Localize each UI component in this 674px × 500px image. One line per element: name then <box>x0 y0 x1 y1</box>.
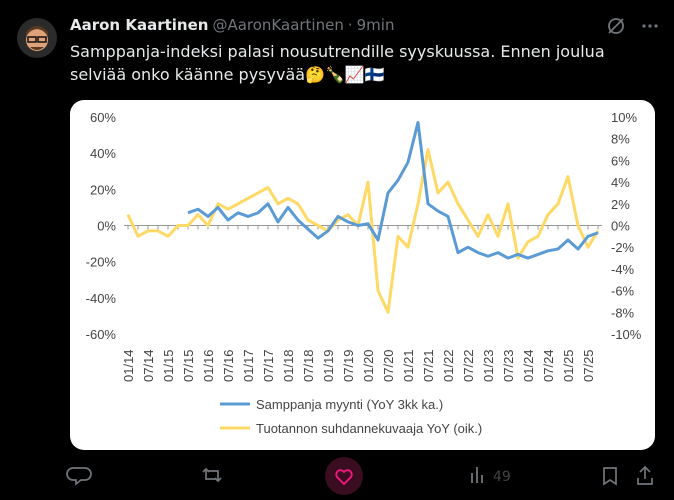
legend-label: Samppanja myynti (YoY 3kk ka.) <box>256 397 443 412</box>
separator: · <box>347 16 353 34</box>
x-tick-label: 07/16 <box>221 349 236 382</box>
x-tick-label: 01/23 <box>481 349 496 382</box>
y-tick-label: -20% <box>86 255 117 270</box>
action-bar: 49 <box>66 457 653 495</box>
tweet-text: Samppanja-indeksi palasi nousutrendille … <box>70 42 605 84</box>
x-tick-label: 01/18 <box>281 349 296 382</box>
like-icon[interactable] <box>335 469 353 486</box>
y2-tick-label: 6% <box>611 153 630 168</box>
x-tick-label: 01/19 <box>321 349 336 382</box>
author: Aaron Kaartinen @AaronKaartinen · 9min <box>70 16 394 34</box>
x-tick-label: 07/15 <box>181 349 196 382</box>
line-series <box>187 120 599 260</box>
y2-tick-label: 4% <box>611 175 630 190</box>
x-tick-label: 01/20 <box>361 349 376 382</box>
x-tick-label: 01/21 <box>401 349 416 382</box>
handle[interactable]: @AaronKaartinen <box>212 16 344 34</box>
x-tick-label: 01/14 <box>121 349 136 382</box>
time: 9min <box>356 16 395 34</box>
x-tick-label: 07/24 <box>541 349 556 382</box>
x-tick-label: 01/25 <box>561 349 576 382</box>
x-tick-label: 01/17 <box>241 349 256 382</box>
x-tick-label: 01/22 <box>441 349 456 382</box>
x-tick-label: 07/18 <box>301 349 316 382</box>
legend-label: Tuotannon suhdannekuvaaja YoY (oik.) <box>256 421 482 436</box>
y2-tick-label: -2% <box>611 240 635 255</box>
x-tick-label: 07/21 <box>421 349 436 382</box>
y2-tick-label: -10% <box>611 327 642 342</box>
y2-tick-label: -6% <box>611 284 635 299</box>
y-tick-label: 40% <box>90 146 116 161</box>
y-tick-label: -60% <box>86 327 117 342</box>
x-tick-label: 01/24 <box>521 349 536 382</box>
x-tick-label: 07/20 <box>381 349 396 382</box>
y2-tick-label: -4% <box>611 262 635 277</box>
chart: -60% -40% -20% 0% 20% 40% 60% -10% -8% -6% -4% -2% 0… <box>86 110 642 436</box>
x-tick-label: 07/25 <box>581 349 596 382</box>
x-tick-label: 07/19 <box>341 349 356 382</box>
bookmark-icon[interactable] <box>603 467 617 486</box>
x-tick-label: 07/14 <box>141 349 156 382</box>
grok-icon[interactable] <box>606 16 626 36</box>
more-icon[interactable] <box>640 16 660 36</box>
x-tick-label: 07/23 <box>501 349 516 382</box>
share-icon[interactable] <box>637 465 653 485</box>
x-tick-label: 01/16 <box>201 349 216 382</box>
x-tick-label: 01/15 <box>161 349 176 382</box>
views-icon[interactable] <box>471 467 483 483</box>
y2-tick-label: 10% <box>611 110 637 125</box>
y2-tick-label: 2% <box>611 197 630 212</box>
y2-tick-label: 8% <box>611 132 630 147</box>
y-tick-label: 60% <box>90 110 116 125</box>
views-count: 49 <box>493 469 511 485</box>
author-name[interactable]: Aaron Kaartinen <box>70 16 209 34</box>
line-series <box>126 148 600 314</box>
reply-icon[interactable] <box>66 467 92 486</box>
like-highlight <box>325 457 363 495</box>
chart-card[interactable]: -60% -40% -20% 0% 20% 40% 60% -10% -8% -6% -4% -2% 0… <box>70 100 655 450</box>
avatar[interactable] <box>17 18 57 58</box>
x-tick-label: 07/17 <box>261 349 276 382</box>
y-tick-label: -40% <box>86 291 117 306</box>
y2-tick-label: 0% <box>611 219 630 234</box>
y2-tick-label: -8% <box>611 305 635 320</box>
y-tick-label: 20% <box>90 182 116 197</box>
repost-icon[interactable] <box>202 467 222 483</box>
x-tick-label: 07/22 <box>461 349 476 382</box>
y-tick-label: 0% <box>97 219 116 234</box>
